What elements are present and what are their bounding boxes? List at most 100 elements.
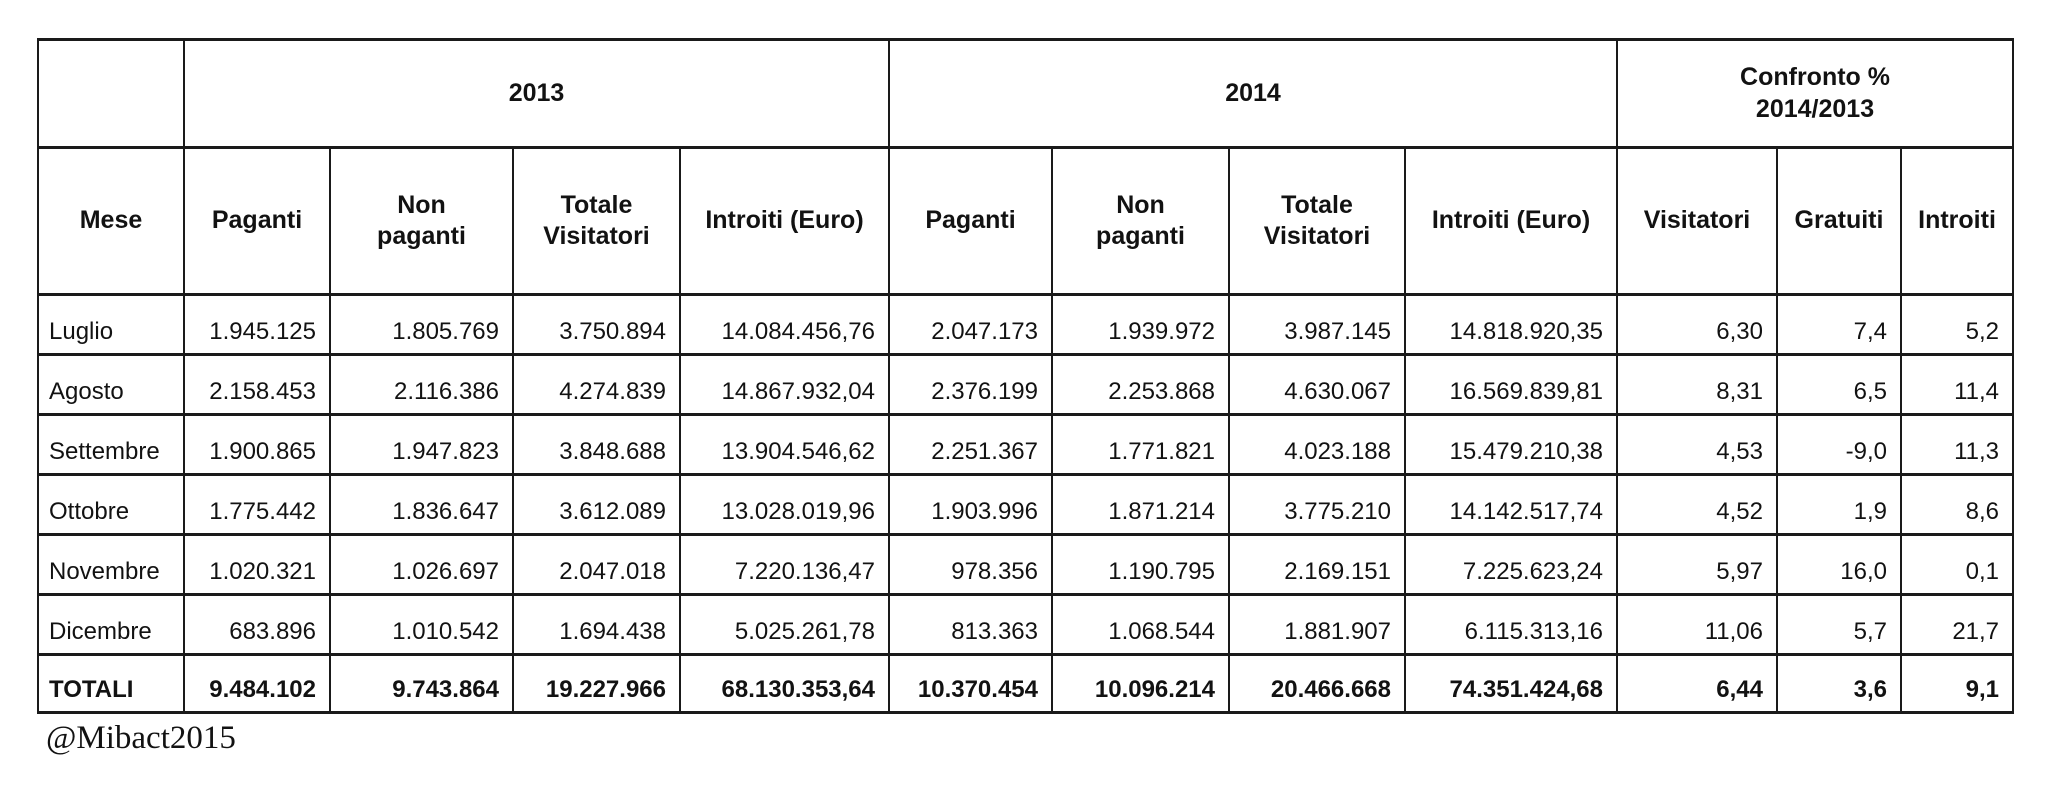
data-cell: 3.848.688	[512, 413, 681, 476]
data-cell: 13.028.019,96	[679, 473, 890, 536]
table-row-novembre: Novembre 1.020.321 1.026.697 2.047.018 7…	[37, 533, 2015, 596]
totals-cell: 9.484.102	[183, 653, 331, 714]
group-header-2014: 2014	[888, 38, 1618, 149]
data-cell: 3.987.145	[1228, 293, 1406, 356]
data-cell: 13.904.546,62	[679, 413, 890, 476]
data-cell: 14.818.920,35	[1404, 293, 1618, 356]
col-header-introiti-pct: Introiti	[1899, 146, 2015, 296]
data-cell: 4.023.188	[1228, 413, 1406, 476]
totals-cell: 6,44	[1616, 653, 1778, 714]
table-header: 2013 2014 Confronto % 2014/2013 Mese Pag…	[37, 38, 2015, 296]
data-cell: 1.947.823	[329, 413, 514, 476]
data-cell: 1.881.907	[1228, 593, 1406, 656]
totals-cell: 74.351.424,68	[1404, 653, 1618, 714]
data-cell: 7.225.623,24	[1404, 533, 1618, 596]
data-cell: 15.479.210,38	[1404, 413, 1618, 476]
data-cell: 16.569.839,81	[1404, 353, 1618, 416]
data-cell: 1.010.542	[329, 593, 514, 656]
totals-cell: 9.743.864	[329, 653, 514, 714]
data-cell: 7.220.136,47	[679, 533, 890, 596]
data-cell: 5,7	[1776, 593, 1902, 656]
totals-cell: 10.096.214	[1051, 653, 1230, 714]
data-cell: 21,7	[1899, 593, 2015, 656]
data-cell: 7,4	[1776, 293, 1902, 356]
data-cell: 2.376.199	[888, 353, 1053, 416]
year-group-row: 2013 2014 Confronto % 2014/2013	[37, 38, 2015, 149]
data-cell: 2.116.386	[329, 353, 514, 416]
data-cell: 1.836.647	[329, 473, 514, 536]
table-row-settembre: Settembre 1.900.865 1.947.823 3.848.688 …	[37, 413, 2015, 476]
data-cell: 2.047.018	[512, 533, 681, 596]
data-cell: 5,2	[1899, 293, 2015, 356]
data-cell: 2.251.367	[888, 413, 1053, 476]
data-cell: 3.775.210	[1228, 473, 1406, 536]
data-cell: 1.775.442	[183, 473, 331, 536]
totals-label-cell: TOTALI	[37, 653, 185, 714]
data-cell: 1.068.544	[1051, 593, 1230, 656]
data-cell: 4,52	[1616, 473, 1778, 536]
group-header-confronto: Confronto % 2014/2013	[1615, 38, 2015, 149]
col-header-totale-visitatori-2013: Totale Visitatori	[512, 146, 681, 296]
totals-cell: 68.130.353,64	[679, 653, 890, 714]
month-cell: Settembre	[37, 413, 185, 476]
credit-handle: @Mibact2015	[46, 720, 236, 756]
month-cell: Agosto	[37, 353, 185, 416]
totals-cell: 9,1	[1899, 653, 2015, 714]
col-header-introiti-2013: Introiti (Euro)	[679, 146, 890, 296]
col-header-introiti-2014: Introiti (Euro)	[1404, 146, 1618, 296]
data-cell: 2.169.151	[1228, 533, 1406, 596]
data-cell: 2.253.868	[1051, 353, 1230, 416]
data-cell: 4.630.067	[1228, 353, 1406, 416]
data-cell: 6,5	[1776, 353, 1902, 416]
data-cell: 6.115.313,16	[1404, 593, 1618, 656]
month-cell: Dicembre	[37, 593, 185, 656]
data-cell: 1.020.321	[183, 533, 331, 596]
data-cell: 3.750.894	[512, 293, 681, 356]
data-cell: 0,1	[1899, 533, 2015, 596]
data-cell: 5.025.261,78	[679, 593, 890, 656]
col-header-non-paganti-2014: Non paganti	[1051, 146, 1230, 296]
data-cell: 16,0	[1776, 533, 1902, 596]
data-cell: 1,9	[1776, 473, 1902, 536]
totals-cell: 20.466.668	[1228, 653, 1406, 714]
table-row-dicembre: Dicembre 683.896 1.010.542 1.694.438 5.0…	[37, 593, 2015, 656]
data-cell: 14.142.517,74	[1404, 473, 1618, 536]
data-cell: 1.026.697	[329, 533, 514, 596]
month-cell: Luglio	[37, 293, 185, 356]
data-cell: 813.363	[888, 593, 1053, 656]
table-row-ottobre: Ottobre 1.775.442 1.836.647 3.612.089 13…	[37, 473, 2015, 536]
data-cell: 11,06	[1616, 593, 1778, 656]
col-header-paganti-2014: Paganti	[888, 146, 1053, 296]
data-cell: 14.084.456,76	[679, 293, 890, 356]
table-body: Luglio 1.945.125 1.805.769 3.750.894 14.…	[37, 293, 2015, 714]
data-cell: 3.612.089	[512, 473, 681, 536]
data-cell: 11,4	[1899, 353, 2015, 416]
month-cell: Novembre	[37, 533, 185, 596]
data-cell: 1.945.125	[183, 293, 331, 356]
data-cell: 1.771.821	[1051, 413, 1230, 476]
data-cell: 1.190.795	[1051, 533, 1230, 596]
group-header-2013: 2013	[183, 38, 890, 149]
col-header-visitatori-pct: Visitatori	[1616, 146, 1778, 296]
table-row-agosto: Agosto 2.158.453 2.116.386 4.274.839 14.…	[37, 353, 2015, 416]
data-cell: 11,3	[1899, 413, 2015, 476]
col-header-non-paganti-2013: Non paganti	[329, 146, 514, 296]
data-cell: 4.274.839	[512, 353, 681, 416]
data-cell: 14.867.932,04	[679, 353, 890, 416]
table-row-luglio: Luglio 1.945.125 1.805.769 3.750.894 14.…	[37, 293, 2015, 356]
data-cell: 1.694.438	[512, 593, 681, 656]
data-cell: 8,6	[1899, 473, 2015, 536]
col-header-mese: Mese	[37, 146, 185, 296]
data-cell: 978.356	[888, 533, 1053, 596]
col-header-totale-visitatori-2014: Totale Visitatori	[1228, 146, 1406, 296]
column-header-row: Mese Paganti Non paganti Totale Visitato…	[37, 146, 2015, 296]
totals-cell: 19.227.966	[512, 653, 681, 714]
month-cell: Ottobre	[37, 473, 185, 536]
data-cell: 1.805.769	[329, 293, 514, 356]
data-cell: 1.939.972	[1051, 293, 1230, 356]
data-cell: 5,97	[1616, 533, 1778, 596]
table-row-totali: TOTALI 9.484.102 9.743.864 19.227.966 68…	[37, 653, 2015, 714]
totals-cell: 10.370.454	[888, 653, 1053, 714]
data-cell: 8,31	[1616, 353, 1778, 416]
